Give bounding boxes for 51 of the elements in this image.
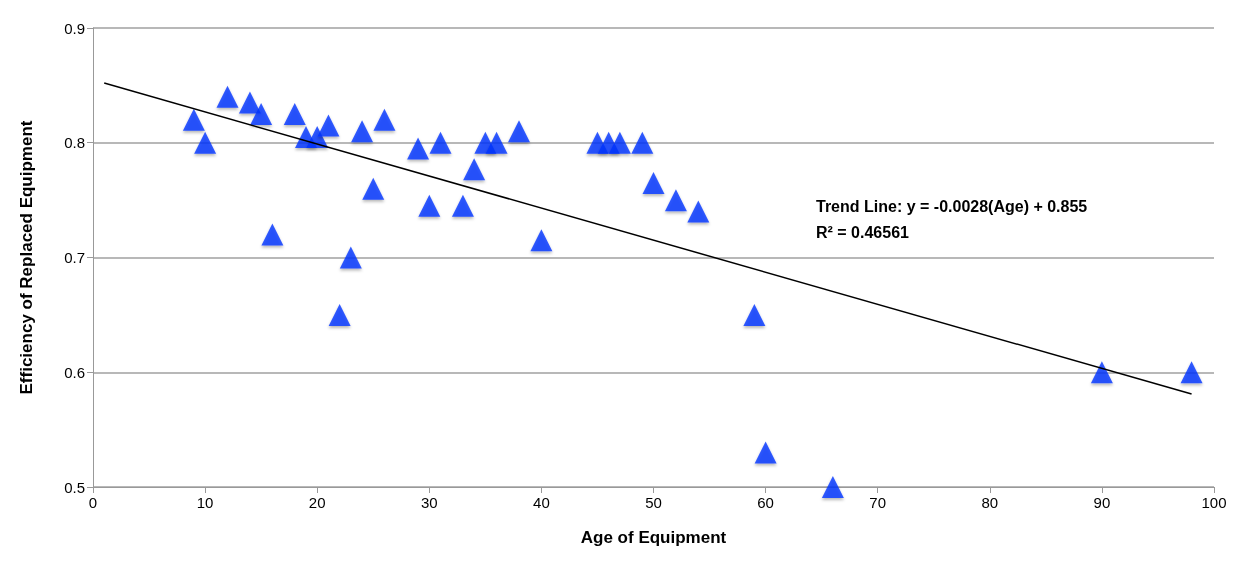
- point: [608, 131, 631, 154]
- x-axis-title: Age of Equipment: [580, 528, 727, 547]
- point: [821, 476, 844, 498]
- y-tick-label: 0.5: [64, 478, 85, 496]
- point: [407, 137, 430, 160]
- annotation: Trend Line: y = -0.0028(Age) + 0.855: [816, 197, 1088, 215]
- point: [485, 131, 508, 154]
- x-tick-label: 40: [533, 494, 550, 511]
- point: [351, 120, 374, 143]
- point: [194, 131, 217, 154]
- point: [463, 158, 486, 181]
- point: [530, 229, 553, 252]
- point: [283, 103, 306, 126]
- point: [362, 177, 385, 200]
- y-tick-label: 0.9: [64, 19, 85, 37]
- annotation: R² = 0.46561: [816, 223, 910, 241]
- point: [1090, 361, 1113, 384]
- point: [743, 303, 766, 326]
- point: [339, 246, 362, 269]
- point: [216, 85, 239, 108]
- point: [238, 91, 261, 114]
- point: [664, 189, 687, 212]
- y-axis-title: Efficiency of Replaced Equipment: [17, 120, 36, 395]
- x-tick-label: 50: [645, 494, 662, 511]
- y-tick-label: 0.7: [64, 249, 85, 266]
- point: [687, 200, 710, 223]
- point: [317, 114, 340, 137]
- point: [182, 108, 205, 131]
- y-tick-label: 0.6: [64, 363, 85, 381]
- point: [373, 108, 396, 131]
- point: [451, 194, 474, 217]
- x-tick-label: 20: [308, 494, 326, 511]
- point: [261, 223, 284, 246]
- x-tick-label: 10: [196, 494, 214, 511]
- point: [250, 103, 273, 126]
- x-tick-label: 90: [1093, 494, 1111, 511]
- x-tick-label: 60: [757, 494, 774, 511]
- x-tick-label: 30: [420, 494, 438, 511]
- x-tick-label: 70: [869, 494, 887, 511]
- point: [642, 171, 665, 194]
- x-tick-label: 100: [1201, 494, 1227, 511]
- point: [418, 194, 441, 217]
- point: [328, 303, 351, 326]
- point: [631, 131, 654, 154]
- x-tick-label: 0: [88, 494, 98, 511]
- point: [507, 120, 530, 143]
- y-tick-label: 0.8: [64, 134, 85, 152]
- x-tick-label: 80: [981, 494, 999, 511]
- point: [1180, 361, 1203, 384]
- point: [429, 131, 452, 154]
- point: [754, 441, 777, 464]
